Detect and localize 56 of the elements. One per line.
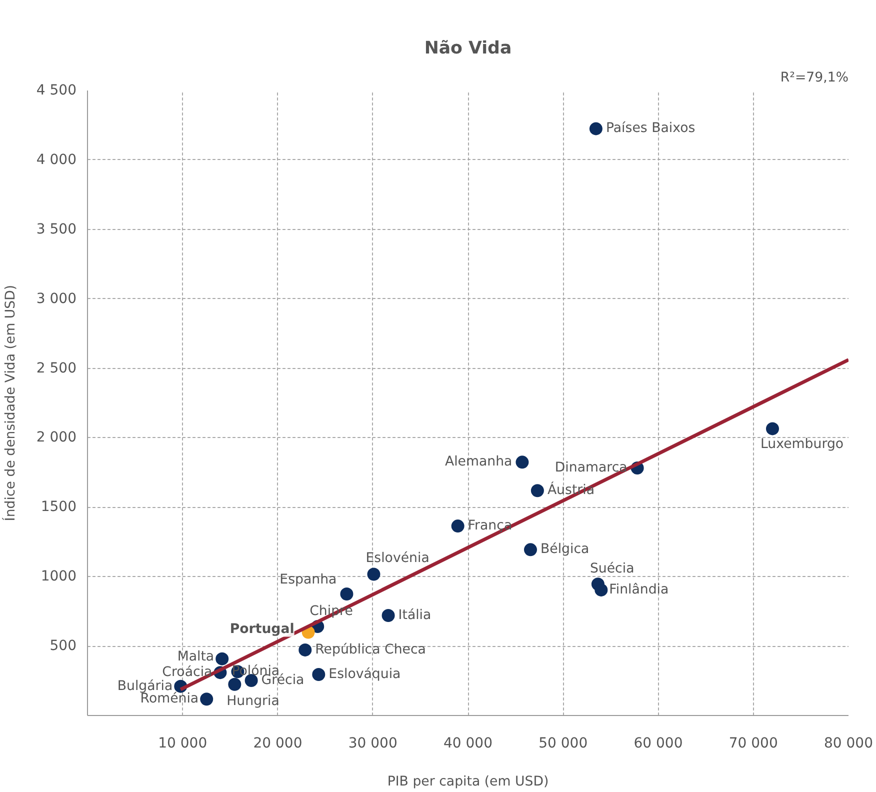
point <box>228 678 242 691</box>
point <box>524 543 537 556</box>
point <box>312 668 326 682</box>
annotation: Croácia <box>162 665 212 680</box>
point <box>766 422 779 436</box>
annotation: Espanha <box>280 572 337 588</box>
annotation: Alemanha <box>444 454 512 470</box>
point <box>298 643 312 656</box>
annotation: Roménia <box>140 692 199 707</box>
x-tick-label: 30 000 <box>348 736 398 752</box>
point <box>200 692 214 706</box>
point <box>340 587 354 600</box>
x-tick-label: 40 000 <box>444 736 493 752</box>
text: R²=79,1% <box>780 70 849 86</box>
annotation: Países Baixos <box>606 121 696 136</box>
y-tick-label: 1000 <box>40 568 77 585</box>
annotation: Hungria <box>226 694 280 709</box>
y-tick-label: 1500 <box>40 499 77 516</box>
series-label: Portugal <box>230 622 294 637</box>
annotation: República Checa <box>315 642 426 658</box>
annotation: Dinamarca <box>554 460 628 476</box>
y-tick-label: 3 000 <box>36 290 77 307</box>
point <box>367 568 380 581</box>
x-tick-label: 20 000 <box>253 736 302 752</box>
point <box>216 652 229 666</box>
point <box>382 609 395 622</box>
annotation: Malta <box>177 649 214 664</box>
point <box>589 122 602 136</box>
y-tick-label: 2 000 <box>36 430 77 446</box>
annotation: Suécia <box>590 562 634 577</box>
point <box>451 520 464 533</box>
y-tick-label: 500 <box>50 638 77 654</box>
annotation: Itália <box>398 608 432 623</box>
annotation: Bélgica <box>540 542 590 558</box>
x-axis-title: PIB per capita (em USD) <box>387 774 549 790</box>
annotation: Grécia <box>261 673 304 688</box>
y-axis-title: Índice de densidade Vida (em USD) <box>1 284 18 522</box>
x-tick-label: 50 000 <box>538 736 588 752</box>
annotation: Bulgária <box>117 678 173 694</box>
point <box>516 456 529 469</box>
annotation: França <box>468 518 512 534</box>
y-tick-label: 4 500 <box>36 82 77 98</box>
annotation: Eslovénia <box>366 550 430 566</box>
x-tick-label: 70 000 <box>728 736 778 752</box>
y-tick-label: 3 500 <box>36 221 77 238</box>
x-tick-label: 10 000 <box>158 736 208 752</box>
annotation: Luxemburgo <box>760 437 844 452</box>
point <box>594 583 608 596</box>
annotation: Eslováquia <box>328 667 401 682</box>
y-tick-label: 4 000 <box>36 152 77 168</box>
x-tick-label: 60 000 <box>634 736 683 752</box>
y-tick-label: 2 500 <box>36 360 77 376</box>
point <box>530 484 544 498</box>
x-tick-label: 80 000 <box>824 736 874 752</box>
chart-title: Não Vida <box>424 38 512 58</box>
annotation: Finlândia <box>609 582 669 598</box>
